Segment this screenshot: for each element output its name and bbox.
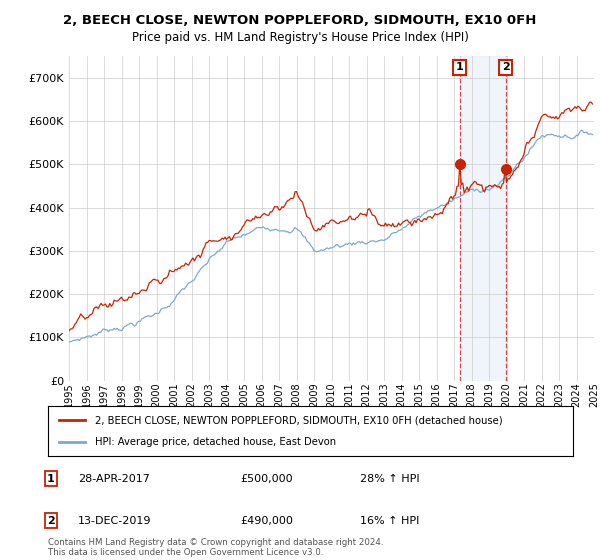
Text: HPI: Average price, detached house, East Devon: HPI: Average price, detached house, East… [95, 437, 337, 447]
Text: £490,000: £490,000 [240, 516, 293, 526]
Text: 16% ↑ HPI: 16% ↑ HPI [360, 516, 419, 526]
Text: Price paid vs. HM Land Registry's House Price Index (HPI): Price paid vs. HM Land Registry's House … [131, 31, 469, 44]
Text: 2: 2 [502, 63, 509, 72]
Text: 1: 1 [456, 63, 463, 72]
Text: 1: 1 [47, 474, 55, 484]
Text: 2, BEECH CLOSE, NEWTON POPPLEFORD, SIDMOUTH, EX10 0FH: 2, BEECH CLOSE, NEWTON POPPLEFORD, SIDMO… [64, 14, 536, 27]
Text: £500,000: £500,000 [240, 474, 293, 484]
Text: 2, BEECH CLOSE, NEWTON POPPLEFORD, SIDMOUTH, EX10 0FH (detached house): 2, BEECH CLOSE, NEWTON POPPLEFORD, SIDMO… [95, 415, 503, 425]
Text: 13-DEC-2019: 13-DEC-2019 [78, 516, 151, 526]
Text: Contains HM Land Registry data © Crown copyright and database right 2024.
This d: Contains HM Land Registry data © Crown c… [48, 538, 383, 557]
Bar [460, 56, 506, 381]
Text: 2: 2 [47, 516, 55, 526]
Text: 28-APR-2017: 28-APR-2017 [78, 474, 150, 484]
Text: 28% ↑ HPI: 28% ↑ HPI [360, 474, 419, 484]
